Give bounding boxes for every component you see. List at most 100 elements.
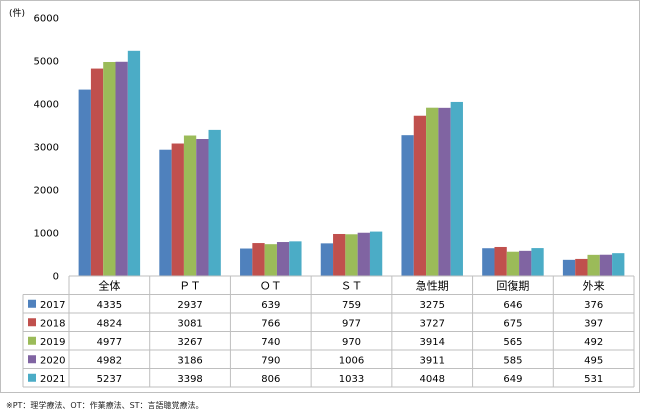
category-label: ＯＴ (260, 279, 282, 292)
bar (90, 68, 104, 276)
bar (345, 234, 358, 276)
data-label: 790 (261, 355, 280, 366)
bar (159, 149, 172, 276)
data-label: 1006 (339, 355, 364, 366)
data-label: 806 (261, 374, 280, 385)
legend-key (28, 373, 36, 382)
bar (401, 135, 414, 276)
bar (264, 244, 277, 276)
data-label: 3267 (177, 337, 202, 348)
bar (127, 50, 141, 277)
data-label: 675 (503, 318, 522, 329)
series-label: 2021 (40, 374, 65, 385)
y-tick-label: 5000 (34, 57, 59, 68)
y-tick-label: 2000 (34, 186, 59, 197)
data-label: 1033 (339, 374, 364, 385)
data-label: 5237 (97, 374, 122, 385)
y-axis: (件) 0 1000 2000 3000 4000 5000 6000 (9, 7, 59, 283)
bar (289, 241, 302, 276)
series-label: 2020 (40, 355, 65, 366)
data-label: 2937 (177, 300, 202, 311)
category-label: 全体 (98, 278, 120, 292)
data-label: 492 (584, 337, 603, 348)
bar (276, 242, 290, 276)
data-label: 495 (584, 355, 603, 366)
data-label: 759 (342, 300, 361, 311)
data-label: 585 (503, 355, 522, 366)
legend-key (28, 336, 36, 345)
bar (103, 61, 116, 276)
data-label: 977 (342, 318, 361, 329)
bar (320, 243, 334, 276)
data-label: 3914 (419, 337, 444, 348)
y-axis-unit: (件) (9, 7, 25, 19)
data-label: 376 (584, 300, 603, 311)
bar (612, 253, 625, 276)
data-label: 639 (261, 300, 280, 311)
data-label: 3398 (177, 374, 202, 385)
category-label: ＳＴ (341, 279, 363, 292)
legend-key (28, 299, 36, 308)
bar (575, 258, 588, 276)
data-label: 4977 (97, 337, 122, 348)
data-label: 3186 (177, 355, 202, 366)
bar (450, 101, 463, 276)
data-label: 3727 (419, 318, 444, 329)
data-label: 3911 (419, 355, 444, 366)
bar (196, 139, 209, 276)
bar (183, 135, 197, 276)
series-label: 2018 (40, 318, 65, 329)
category-label: ＰＴ (179, 279, 201, 292)
bar (494, 246, 507, 276)
data-label: 4048 (419, 374, 444, 385)
y-tick-label: 0 (53, 272, 59, 283)
data-label: 740 (261, 337, 280, 348)
series-label: 2017 (40, 300, 65, 311)
bar-chart: (件) 0 1000 2000 3000 4000 5000 6000 全体 ＰＴ ＯＴ ＳＴ 急性期… (9, 7, 635, 388)
chart-frame: (件) 0 1000 2000 3000 4000 5000 6000 全体 ＰＴ ＯＴ ＳＴ 急性期… (0, 0, 640, 393)
data-label: 397 (584, 318, 603, 329)
bar (357, 232, 370, 276)
bar (506, 251, 520, 276)
data-table: 全体 ＰＴ ＯＴ ＳＴ 急性期 回復期 外来 2017 4335 2937 639 759 3275 64… (22, 275, 635, 388)
bar (482, 248, 495, 276)
bar (252, 243, 265, 276)
data-label: 4824 (97, 318, 122, 329)
y-tick-label: 4000 (34, 100, 59, 111)
legend-key (28, 355, 36, 364)
data-label: 3275 (419, 300, 444, 311)
data-label: 4335 (97, 300, 122, 311)
data-label: 4982 (97, 355, 122, 366)
bar (587, 254, 600, 276)
footnote: ※PT：理学療法、OT：作業療法、ST：言語聴覚療法。 (6, 401, 204, 410)
category-label: 急性期 (416, 278, 449, 292)
data-label: 3081 (177, 318, 202, 329)
data-label: 970 (342, 337, 361, 348)
y-tick-label: 1000 (34, 229, 59, 240)
data-label: 565 (503, 337, 522, 348)
category-label: 外来 (583, 279, 605, 292)
bar (562, 259, 576, 276)
bar (240, 248, 253, 276)
y-tick-label: 3000 (34, 143, 59, 154)
series-label: 2019 (40, 337, 65, 348)
data-label: 531 (584, 374, 603, 385)
bar (333, 233, 346, 276)
bar (519, 250, 532, 276)
bar (78, 89, 91, 276)
y-tick-label: 6000 (34, 14, 59, 25)
legend-key (28, 318, 36, 327)
data-label: 646 (503, 300, 522, 311)
bars (69, 50, 634, 277)
data-label: 766 (261, 318, 280, 329)
bar (171, 143, 184, 276)
bar (426, 107, 439, 276)
bar (531, 248, 544, 276)
bar (438, 107, 451, 276)
category-label: 回復期 (496, 279, 529, 292)
bar (208, 129, 221, 276)
bar (413, 115, 427, 277)
data-label: 649 (503, 374, 522, 385)
bar (369, 231, 383, 276)
bar (115, 61, 128, 276)
